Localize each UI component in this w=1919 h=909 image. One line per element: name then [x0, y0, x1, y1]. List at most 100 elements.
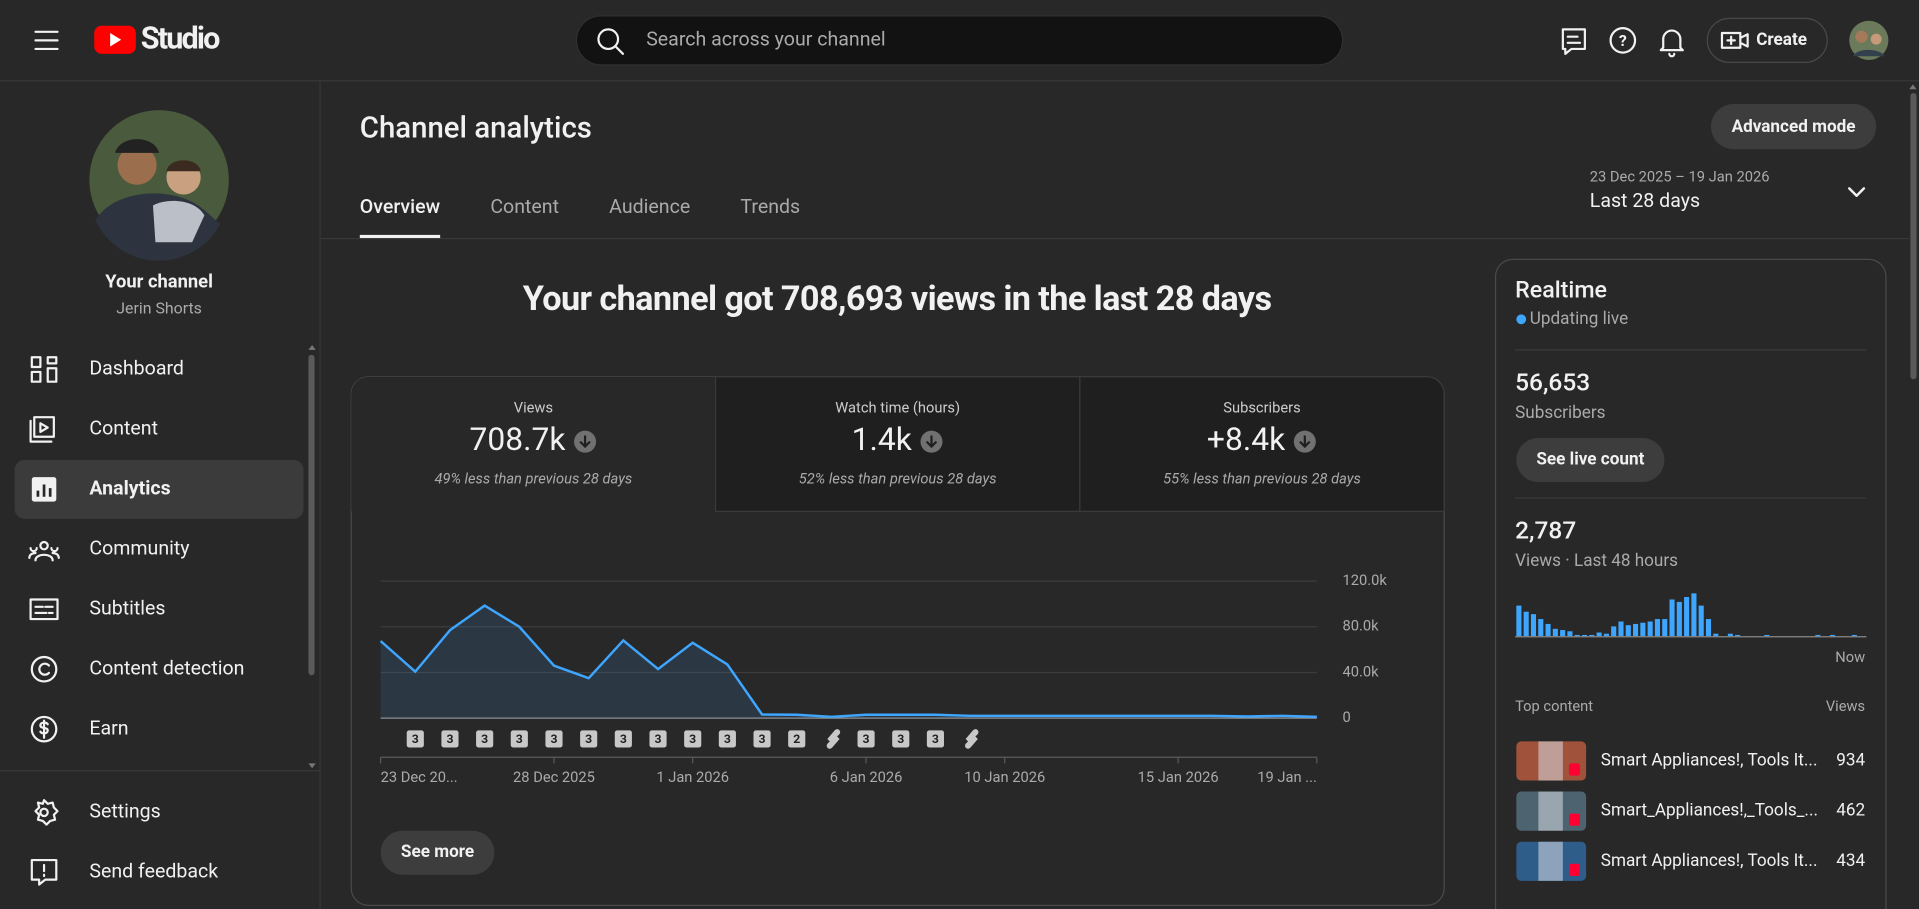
realtime-bar	[1581, 634, 1588, 637]
realtime-bar	[1625, 625, 1631, 637]
account-avatar[interactable]	[1849, 20, 1889, 60]
upload-marker	[649, 730, 667, 748]
channel-avatar[interactable]	[89, 110, 229, 261]
upload-count: 3	[689, 732, 696, 746]
upload-count: 3	[724, 732, 731, 746]
upload-count: 3	[897, 732, 904, 746]
realtime-bar	[1662, 619, 1668, 637]
y-tick-label: 40.0k	[1343, 662, 1380, 680]
realtime-bar	[1523, 611, 1529, 637]
metric-note: 49% less than previous 28 days	[435, 469, 633, 487]
y-tick-label: 0	[1343, 708, 1351, 726]
realtime-status: Updating live	[1530, 309, 1628, 329]
metric-label: Watch time (hours)	[835, 398, 960, 416]
top-content-item[interactable]: Smart Appliances!, Tools It... 434	[1516, 841, 1866, 881]
upload-marker	[406, 730, 424, 748]
nav-label: Send feedback	[89, 859, 218, 882]
y-tick-label: 80.0k	[1343, 617, 1380, 635]
metric-value: +8.4k	[1207, 420, 1286, 458]
date-picker[interactable]: 23 Dec 2025 – 19 Jan 2026 Last 28 days	[1590, 167, 1866, 212]
top-content: Smart Appliances!, Tools It... 934 Smart_A…	[1516, 741, 1866, 881]
realtime-bar	[1574, 634, 1580, 637]
nav-label: Settings	[89, 800, 160, 823]
notifications-icon[interactable]	[1659, 29, 1684, 58]
metric-tab[interactable]: Views 708.7k 49% less than previous 28 day…	[351, 376, 716, 512]
realtime-bar	[1654, 619, 1660, 637]
see-more-button[interactable]: See more	[380, 830, 495, 875]
top-content-views: 462	[1836, 801, 1865, 821]
subscribers-label: Subscribers	[1515, 403, 1605, 423]
upload-marker	[788, 730, 806, 748]
tab[interactable]: Audience	[609, 195, 690, 218]
nav-item[interactable]: Dashboard	[30, 356, 184, 383]
upload-count: 3	[620, 732, 627, 746]
date-range: 23 Dec 2025 – 19 Jan 2026	[1590, 167, 1770, 185]
page-scrollbar	[1910, 92, 1917, 380]
search-box[interactable]: Search across your channel	[575, 15, 1344, 66]
realtime-bar	[1647, 621, 1653, 637]
tab[interactable]: Overview	[360, 195, 441, 218]
sidebar-scrollbar	[308, 354, 315, 676]
channel-title: Your channel	[105, 271, 213, 292]
upload-count: 3	[863, 732, 870, 746]
upload-count: 3	[446, 732, 453, 746]
nav-item[interactable]: Content detection	[30, 655, 245, 683]
nav: Dashboard Content Analytics Community Subtit…	[14, 356, 304, 886]
nav-item[interactable]: Earn	[30, 715, 129, 743]
realtime-bar	[1552, 628, 1558, 637]
upload-marker	[614, 730, 632, 748]
thumbnail-inner	[1538, 741, 1563, 781]
realtime-bars	[1516, 593, 1857, 637]
feedback-icon[interactable]	[1561, 28, 1586, 55]
upload-count: 3	[412, 732, 419, 746]
metric-tab[interactable]: Watch time (hours) 1.4k 52% less than prev…	[714, 376, 1081, 513]
nav-item[interactable]: Settings	[34, 799, 161, 826]
tab[interactable]: Content	[490, 195, 559, 218]
top-content-item[interactable]: Smart Appliances!, Tools It... 934	[1516, 741, 1866, 781]
headline: Your channel got 708,693 views in the la…	[523, 279, 1272, 319]
upload-marker	[476, 730, 494, 748]
metric-label: Views	[514, 398, 553, 416]
nav-icon	[29, 416, 55, 443]
see-live-count-button[interactable]: See live count	[1516, 437, 1665, 483]
upload-marker	[753, 730, 771, 748]
tab[interactable]: Trends	[740, 195, 800, 218]
nav-icon	[28, 540, 60, 562]
metric-bg	[351, 376, 716, 512]
upload-count: 3	[481, 732, 488, 746]
realtime-bar	[1698, 605, 1704, 637]
realtime-bar	[1633, 623, 1639, 637]
page-scroll-arrow	[1909, 84, 1917, 90]
advanced-mode-button[interactable]: Advanced mode	[1710, 103, 1877, 150]
upload-marker	[441, 730, 459, 748]
nav-icon	[36, 484, 52, 497]
shorts-badge	[1568, 763, 1580, 776]
nav-item[interactable]: Community	[28, 536, 190, 562]
shorts-badge	[1568, 813, 1580, 826]
realtime-bar	[1815, 634, 1821, 637]
metric-tab[interactable]: Subscribers +8.4k 55% less than previous 2…	[1079, 376, 1445, 513]
date-period: Last 28 days	[1590, 189, 1700, 212]
help-icon[interactable]: ?	[1609, 27, 1637, 54]
page-title: Channel analytics	[360, 111, 592, 145]
nav-label: Content detection	[89, 656, 244, 679]
nav-item[interactable]: Send feedback	[30, 858, 218, 886]
nav-item[interactable]: Analytics	[14, 460, 304, 519]
nav-icon	[29, 598, 59, 621]
views-area	[380, 605, 1317, 719]
logo[interactable]: Studio	[94, 21, 222, 56]
upload-marker	[510, 730, 528, 748]
create-button[interactable]: Create	[1706, 17, 1828, 64]
live-dot	[1516, 314, 1527, 325]
x-tick-label: 6 Jan 2026	[830, 768, 903, 786]
realtime-bar	[1538, 619, 1544, 637]
nav-icon	[30, 655, 58, 683]
nav-active-bg	[14, 460, 304, 519]
upload-count: 3	[585, 732, 592, 746]
top-content-item[interactable]: Smart_Appliances!,_Tools_... 462	[1516, 791, 1865, 831]
nav-item[interactable]: Content	[29, 416, 158, 443]
menu-button[interactable]	[34, 30, 59, 51]
nav-item[interactable]: Subtitles	[29, 596, 166, 621]
realtime-bar	[1603, 633, 1609, 637]
